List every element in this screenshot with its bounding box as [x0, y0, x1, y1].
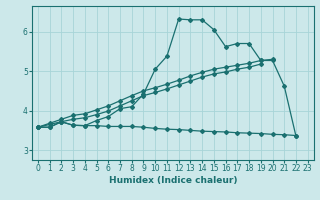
X-axis label: Humidex (Indice chaleur): Humidex (Indice chaleur)	[108, 176, 237, 185]
